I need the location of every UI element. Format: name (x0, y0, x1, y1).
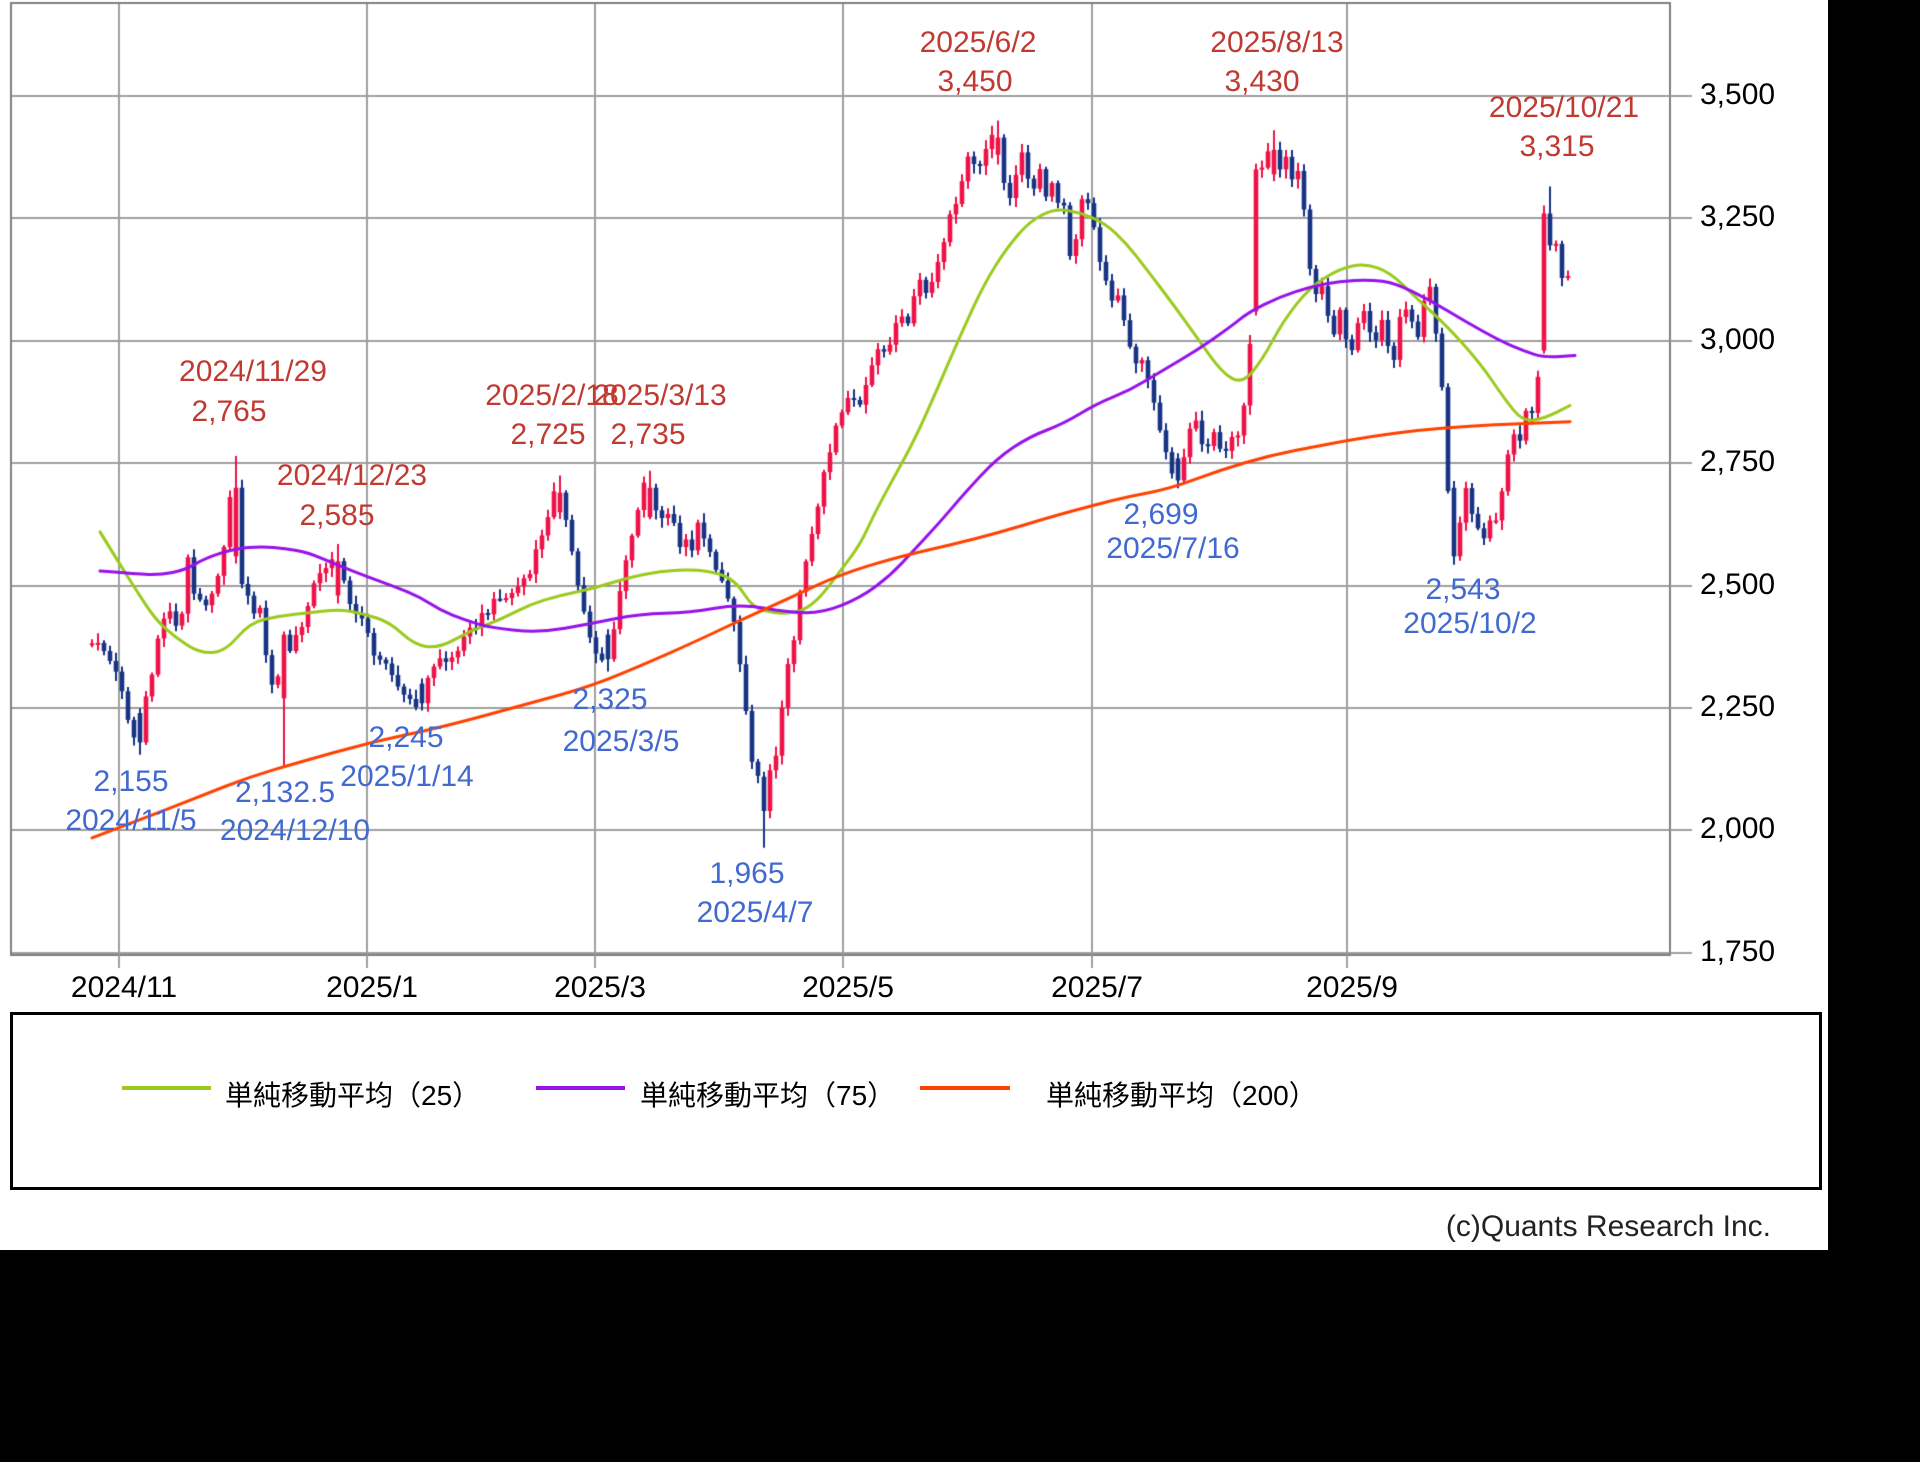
y-axis-tick-label: 1,750 (1700, 935, 1776, 968)
y-axis-tick-label: 2,500 (1700, 568, 1776, 601)
trough-annotation-date: 2025/4/7 (696, 896, 814, 929)
trough-annotation-value: 2,132.5 (234, 776, 336, 809)
x-axis-tick-label: 2024/11 (70, 971, 178, 1004)
peak-annotation-value: 2,725 (510, 418, 586, 451)
ma200-swatch (920, 1086, 1010, 1090)
x-axis-tick-label: 2025/5 (802, 971, 894, 1004)
trough-annotation-date: 2024/11/5 (65, 804, 197, 837)
y-axis-tick-label: 3,250 (1700, 200, 1776, 233)
peak-annotation-date: 2025/2/18 (485, 379, 619, 412)
trough-annotation-date: 2025/10/2 (1403, 607, 1537, 640)
trough-annotation-date: 2025/7/16 (1106, 532, 1240, 565)
y-axis-tick-label: 2,250 (1700, 690, 1776, 723)
peak-annotation-date: 2025/3/13 (593, 379, 727, 412)
trough-annotation-value: 2,543 (1425, 573, 1501, 606)
peak-annotation-value: 3,430 (1224, 65, 1300, 98)
trough-annotation-date: 2024/12/10 (219, 814, 371, 847)
peak-annotation-value: 2,765 (191, 395, 267, 428)
y-axis-tick-label: 3,500 (1700, 78, 1776, 111)
y-axis-tick-label: 2,000 (1700, 812, 1776, 845)
legend-item-label: 単純移動平均（75） (640, 1080, 896, 1111)
peak-annotation-value: 3,450 (937, 65, 1013, 98)
peak-annotation-date: 2025/10/21 (1488, 91, 1640, 124)
x-axis-tick-label: 2025/7 (1051, 971, 1143, 1004)
peak-annotation-value: 3,315 (1519, 130, 1595, 163)
x-axis-tick-label: 2025/3 (554, 971, 646, 1004)
peak-annotation-value: 2,735 (610, 418, 686, 451)
peak-annotation-date: 2025/8/13 (1210, 26, 1344, 59)
y-axis-tick-label: 2,750 (1700, 445, 1776, 478)
peak-annotation-value: 2,585 (299, 499, 375, 532)
trough-annotation-value: 2,245 (368, 721, 444, 754)
legend-item-label: 単純移動平均（200） (1046, 1080, 1317, 1111)
peak-annotation-date: 2024/11/29 (179, 355, 327, 388)
chart-sheet: 3,500 3,250 3,000 2,750 2,500 2,250 2,000 1,750… (0, 0, 1828, 1250)
ma75-swatch (536, 1086, 625, 1090)
trough-annotation-value: 2,325 (572, 683, 648, 716)
trough-annotation-value: 1,965 (709, 857, 785, 890)
trough-annotation-date: 2025/1/14 (340, 760, 474, 793)
ma25-swatch (122, 1086, 211, 1090)
trough-annotation-value: 2,699 (1123, 498, 1199, 531)
peak-annotation-date: 2025/6/2 (919, 26, 1037, 59)
peak-annotation-date: 2024/12/23 (276, 459, 428, 492)
x-axis-tick-label: 2025/9 (1306, 971, 1398, 1004)
legend-box: 上段： (10, 1012, 1822, 1190)
x-axis-tick-label: 2025/1 (326, 971, 418, 1004)
y-axis-tick-label: 3,000 (1700, 323, 1776, 356)
legend-item-label: 単純移動平均（25） (225, 1080, 481, 1111)
copyright-text: (c)Quants Research Inc. (1445, 1210, 1771, 1243)
trough-annotation-date: 2025/3/5 (562, 725, 680, 758)
trough-annotation-value: 2,155 (93, 765, 169, 798)
